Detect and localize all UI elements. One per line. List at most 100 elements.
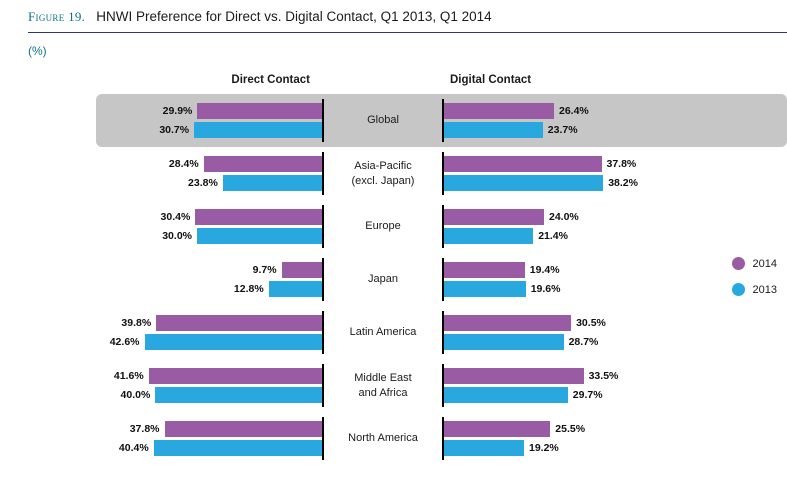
legend-label-2014: 2014 — [752, 257, 777, 270]
value-label: 26.4% — [559, 105, 589, 117]
chart-rows: 29.9% 30.7% Global 26.4% 23.7% 28.4% 23.8% Asia… — [96, 94, 787, 465]
digital-contact-bars: 26.4% 23.7% — [442, 99, 684, 142]
digital-contact-bars: 24.0% 21.4% — [442, 205, 684, 248]
value-label: 21.4% — [538, 230, 568, 242]
direct-contact-bars: 41.6% 40.0% — [96, 364, 324, 407]
category-label: Asia-Pacific (excl. Japan) — [351, 160, 415, 187]
bar-line-2013: 12.8% — [234, 281, 322, 297]
value-label: 39.8% — [121, 317, 152, 329]
bar-2013 — [444, 334, 564, 350]
bar-line-2013: 28.7% — [444, 334, 598, 350]
bar-line-2013: 38.2% — [444, 175, 638, 191]
bar-line-2013: 30.0% — [162, 228, 322, 244]
value-label: 9.7% — [252, 264, 277, 276]
value-label: 30.0% — [162, 230, 192, 242]
direct-contact-bars: 9.7% 12.8% — [96, 258, 324, 301]
bar-2013 — [197, 228, 322, 244]
figure-label: Figure 19. — [28, 9, 86, 24]
digital-contact-bars: 25.5% 19.2% — [442, 417, 684, 460]
bar-line-2013: 21.4% — [444, 228, 568, 244]
bar-line-2014: 30.5% — [444, 315, 606, 331]
bar-line-2014: 37.8% — [444, 156, 636, 172]
header-rule — [28, 32, 787, 33]
category-label: Japan — [368, 273, 398, 286]
bar-2014 — [195, 209, 322, 225]
bar-2013 — [444, 228, 534, 244]
value-label: 23.8% — [188, 177, 218, 189]
bar-2013 — [444, 440, 524, 456]
chart-row-japan: 9.7% 12.8% Japan 19.4% 19.6% — [96, 253, 787, 306]
bar-2013 — [444, 387, 568, 403]
category-label: Middle East and Africa — [354, 372, 412, 399]
column-headers: Direct Contact Digital Contact — [96, 74, 787, 86]
bar-2014 — [164, 421, 322, 437]
value-label: 19.2% — [529, 442, 559, 454]
bar-2014 — [281, 262, 322, 278]
bar-2013 — [444, 281, 526, 297]
bar-line-2014: 29.9% — [163, 103, 322, 119]
unit-label: (%) — [28, 44, 47, 58]
direct-contact-bars: 29.9% 30.7% — [96, 99, 324, 142]
digital-contact-bars: 33.5% 29.7% — [442, 364, 684, 407]
legend-dot-2013-icon — [731, 283, 745, 296]
bar-2014 — [197, 103, 322, 119]
category-label: Latin America — [349, 326, 417, 339]
bar-line-2013: 29.7% — [444, 387, 603, 403]
value-label: 30.7% — [159, 124, 190, 136]
bar-line-2014: 26.4% — [444, 103, 589, 119]
bar-line-2013: 30.7% — [159, 122, 322, 138]
bar-line-2014: 33.5% — [444, 368, 618, 384]
direct-contact-header: Direct Contact — [231, 74, 310, 86]
value-label: 12.8% — [233, 283, 264, 295]
bar-2014 — [444, 262, 525, 278]
bar-2013 — [155, 387, 322, 403]
digital-contact-bars: 19.4% 19.6% — [442, 258, 684, 301]
bar-2014 — [444, 156, 602, 172]
bar-line-2013: 19.2% — [444, 440, 559, 456]
value-label: 29.9% — [162, 105, 193, 117]
bar-2014 — [444, 103, 554, 119]
value-label: 24.0% — [549, 211, 579, 223]
value-label: 42.6% — [109, 336, 140, 348]
category-label: North America — [348, 432, 418, 445]
bar-2014 — [148, 368, 322, 384]
bar-2014 — [444, 209, 544, 225]
figure-title: HNWI Preference for Direct vs. Digital C… — [96, 9, 492, 24]
category-label: Global — [367, 114, 399, 127]
chart-row-global: 29.9% 30.7% Global 26.4% 23.7% — [96, 94, 787, 147]
value-label: 41.6% — [113, 370, 144, 382]
value-label: 23.7% — [547, 124, 578, 136]
bar-line-2014: 19.4% — [444, 262, 560, 278]
bar-2013 — [153, 440, 322, 456]
digital-contact-bars: 30.5% 28.7% — [442, 311, 684, 354]
digital-contact-header: Digital Contact — [450, 74, 532, 86]
value-label: 28.7% — [568, 336, 599, 348]
value-label: 30.4% — [160, 211, 191, 223]
value-label: 37.8% — [129, 423, 160, 435]
chart-row-north-america: 37.8% 40.4% North America 25.5% 19.2% — [96, 412, 787, 465]
value-label: 19.6% — [530, 283, 561, 295]
center-spacer — [324, 74, 442, 86]
bar-line-2014: 9.7% — [253, 262, 322, 278]
chart-row-middle-east-and-africa: 41.6% 40.0% Middle East and Africa 33.5% 29.7… — [96, 359, 787, 412]
chart-row-asia-pacific-excl-japan: 28.4% 23.8% Asia-Pacific (excl. Japan) 37.8%… — [96, 147, 787, 200]
legend: 2014 2013 — [731, 257, 777, 296]
bar-line-2013: 42.6% — [110, 334, 322, 350]
legend-item-2014: 2014 — [731, 257, 777, 270]
bar-2014 — [444, 421, 551, 437]
value-label: 33.5% — [588, 370, 619, 382]
value-label: 19.4% — [529, 264, 560, 276]
bar-2013 — [444, 122, 543, 138]
bar-line-2014: 41.6% — [114, 368, 322, 384]
direct-contact-bars: 30.4% 30.0% — [96, 205, 324, 248]
bar-2013 — [268, 281, 322, 297]
value-label: 28.4% — [168, 158, 199, 170]
digital-contact-bars: 37.8% 38.2% — [442, 152, 684, 195]
bar-line-2014: 39.8% — [121, 315, 322, 331]
value-label: 40.4% — [118, 442, 149, 454]
value-label: 37.8% — [606, 158, 637, 170]
value-label: 25.5% — [555, 423, 586, 435]
legend-item-2013: 2013 — [731, 283, 777, 296]
figure-header: Figure 19. HNWI Preference for Direct vs… — [0, 0, 787, 25]
